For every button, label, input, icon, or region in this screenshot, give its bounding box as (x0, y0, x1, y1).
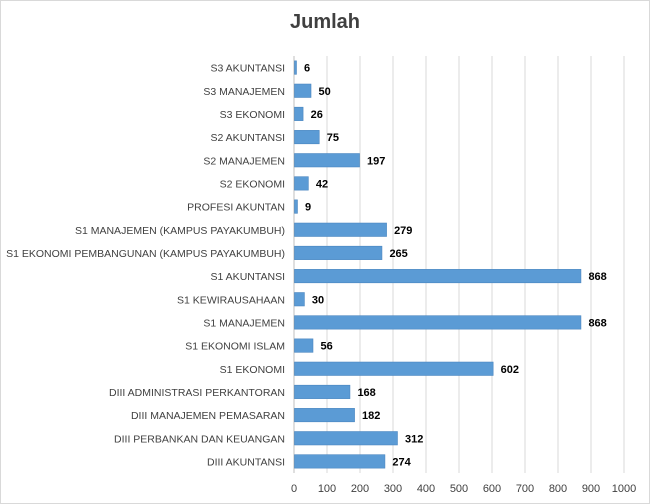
data-label: 868 (588, 317, 606, 329)
x-tick-label: 600 (483, 483, 501, 495)
data-label: 26 (311, 109, 323, 121)
bar (294, 269, 582, 284)
category-label: S3 EKONOMI (220, 109, 285, 121)
bar (294, 292, 305, 307)
x-tick-label: 0 (291, 483, 297, 495)
x-tick-label: 500 (450, 483, 468, 495)
bar (294, 338, 314, 353)
category-label: PROFESI AKUNTAN (187, 202, 285, 214)
labels: 0 100 200 300 400 500 600 700 800 900 1000 S3 AKUNT… (6, 63, 636, 495)
data-label: 6 (304, 63, 310, 75)
x-tick-label: 100 (318, 483, 336, 495)
data-label: 42 (316, 178, 328, 190)
category-label: S1 EKONOMI ISLAM (185, 341, 285, 353)
chart-title: Jumlah (289, 11, 361, 33)
x-tick-label: 1000 (612, 483, 636, 495)
data-label: 30 (312, 294, 324, 306)
bar (294, 431, 398, 446)
bar (294, 106, 304, 121)
x-tick-label: 200 (351, 483, 369, 495)
data-label: 602 (501, 364, 519, 376)
category-label: S1 MANAJEMEN (203, 317, 285, 329)
category-label: S3 AKUNTANSI (211, 63, 286, 75)
data-label: 168 (357, 387, 375, 399)
x-tick-label: 800 (549, 483, 567, 495)
category-label: S1 AKUNTANSI (211, 271, 286, 283)
bar (294, 315, 582, 330)
data-label: 279 (394, 225, 412, 237)
bar (294, 60, 297, 75)
category-label: S1 EKONOMI (220, 364, 285, 376)
grid-lines (293, 56, 625, 473)
bar (294, 454, 386, 469)
category-label: DIII ADMINISTRASI PERKANTORAN (109, 387, 285, 399)
data-label: 56 (320, 341, 332, 353)
category-label: S2 AKUNTANSI (211, 132, 286, 144)
data-label: 75 (327, 132, 339, 144)
category-label: DIII PERBANKAN DAN KEUANGAN (114, 433, 285, 445)
x-tick-label: 300 (384, 483, 402, 495)
bar (294, 222, 387, 237)
x-tick-label: 400 (417, 483, 435, 495)
bar (294, 408, 355, 423)
data-label: 9 (305, 202, 311, 214)
bar (294, 153, 360, 168)
bar (294, 384, 351, 399)
bar (294, 130, 320, 145)
category-label: S1 MANAJEMEN (KAMPUS PAYAKUMBUH) (75, 225, 285, 237)
bar (294, 361, 494, 376)
category-label: S3 MANAJEMEN (203, 86, 285, 98)
category-label: DIII AKUNTANSI (207, 456, 285, 468)
data-label: 50 (319, 86, 331, 98)
data-label: 197 (367, 155, 385, 167)
category-label: S2 MANAJEMEN (203, 155, 285, 167)
x-tick-label: 900 (582, 483, 600, 495)
data-label: 312 (405, 433, 423, 445)
data-label: 265 (389, 248, 407, 260)
bar (294, 83, 312, 98)
category-label: S1 KEWIRAUSAHAAN (177, 294, 285, 306)
x-tick-label: 700 (516, 483, 534, 495)
bars (294, 60, 582, 469)
data-label: 868 (588, 271, 606, 283)
data-label: 182 (362, 410, 380, 422)
bar (294, 176, 309, 191)
bar (294, 199, 298, 214)
category-label: S2 EKONOMI (220, 178, 285, 190)
category-label: S1 EKONOMI PEMBANGUNAN (KAMPUS PAYAKUMBU… (6, 248, 285, 260)
bar (294, 245, 383, 260)
category-label: DIII MANAJEMEN PEMASARAN (131, 410, 285, 422)
data-label: 274 (392, 456, 411, 468)
